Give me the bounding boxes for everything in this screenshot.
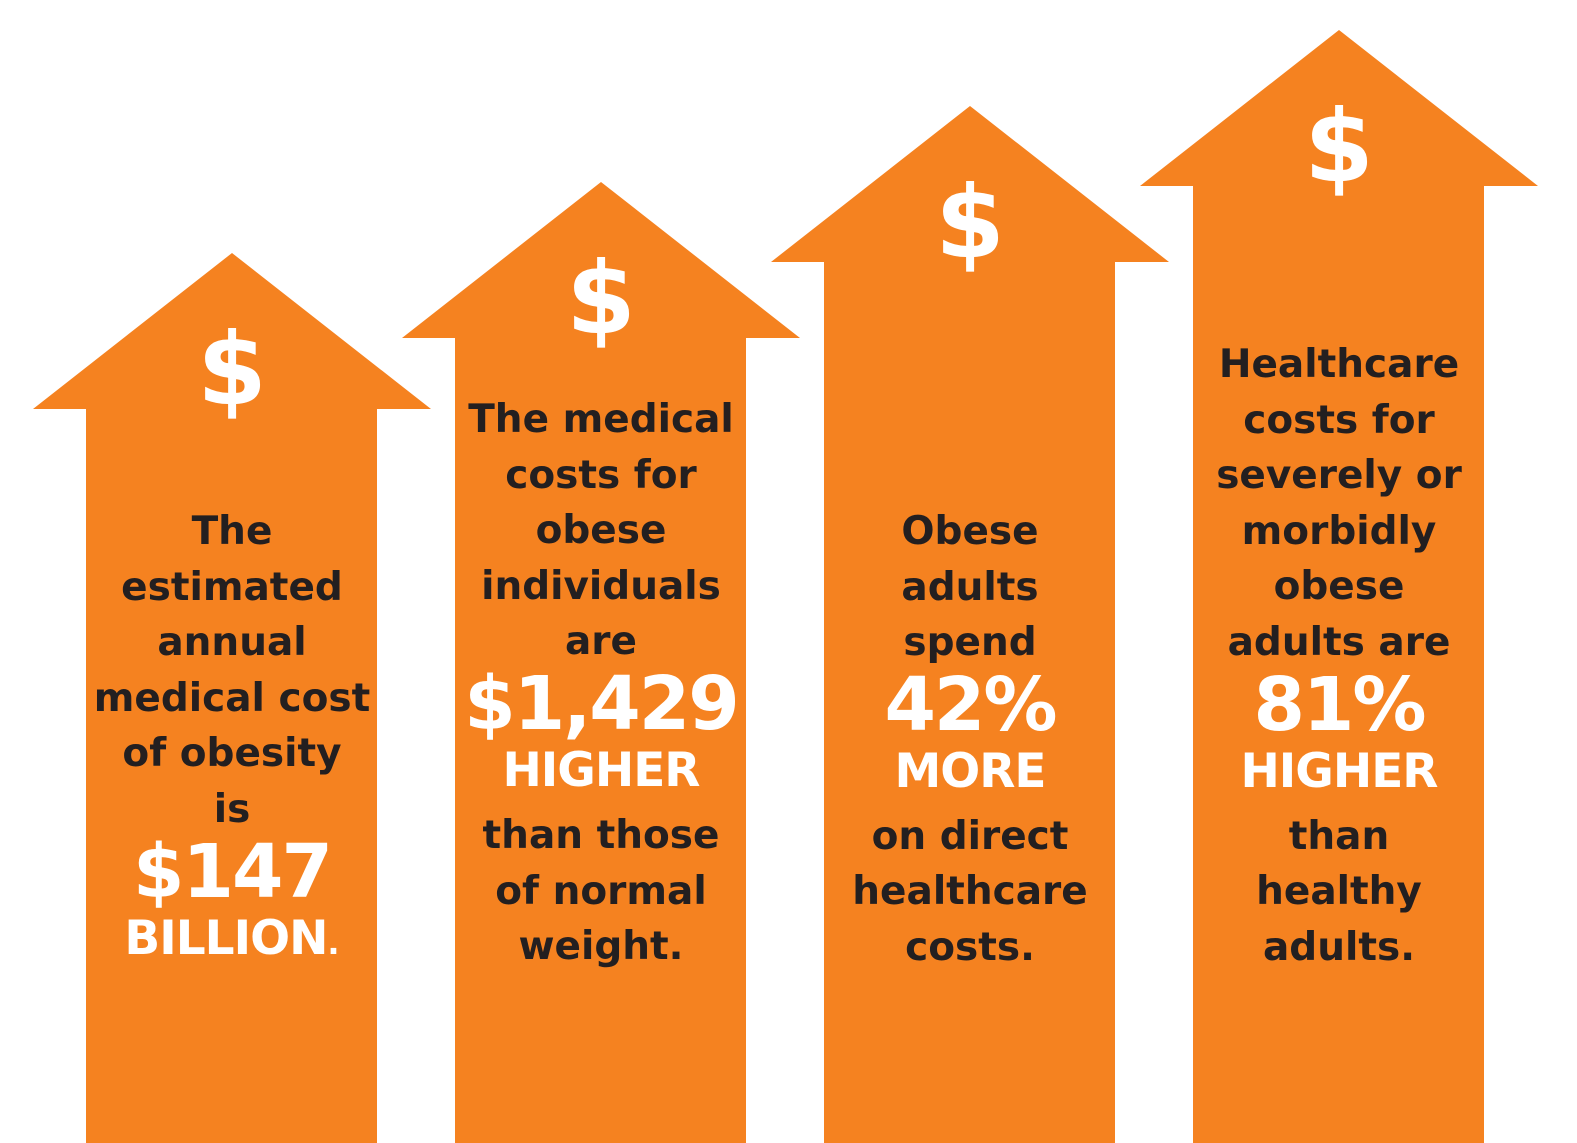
arrow-shape [33, 253, 431, 1143]
text-line: weight. [518, 924, 684, 970]
text-line: The medical [468, 397, 734, 442]
cost-arrow-4: $ Healthcare costs for severely or morbi… [1140, 30, 1538, 1143]
cost-arrow-2: $ The medical costs for obese individual… [402, 182, 800, 1143]
text-line: spend [903, 620, 1037, 666]
text-line: healthcare [852, 869, 1088, 915]
text-line: adults. [1262, 924, 1416, 970]
emphasis-text: HIGHER [1240, 743, 1438, 799]
figure-value: $1,429 [464, 660, 740, 747]
figure-value: $147 [133, 828, 333, 915]
dollar-icon: $ [935, 164, 1005, 281]
text-line: Healthcare [1218, 342, 1460, 387]
dollar-icon: $ [197, 311, 267, 428]
emphasis-text: HIGHER [502, 742, 700, 798]
text-line: adults are [1227, 619, 1451, 665]
emphasis-text: MORE [894, 743, 1046, 799]
text-line: are [564, 619, 637, 665]
arrow-shape [771, 106, 1169, 1143]
text-line: individuals [481, 563, 721, 609]
emphasis-word: HIGHER [1140, 739, 1538, 809]
figure-value: 42% [884, 661, 1057, 748]
emphasis-word: MORE [771, 739, 1169, 809]
emphasis-word: HIGHER [402, 738, 800, 808]
text-line: severely or [1216, 453, 1462, 499]
cost-arrow-1: $ The estimated annual medical cost of o… [33, 253, 431, 1143]
text-line: healthy [1256, 869, 1422, 915]
cost-arrow-3: $ Obese adults spend 42% MORE on direct … [771, 106, 1169, 1143]
text-line: on direct [871, 813, 1069, 859]
arrow-shape [402, 182, 800, 1143]
text-line: estimated [121, 564, 343, 610]
text-line: of normal [495, 868, 707, 914]
text-line: Obese [901, 509, 1039, 554]
text-line: morbidly [1241, 508, 1437, 554]
text-line: The [191, 509, 273, 554]
emphasis-word: BILLION. [33, 906, 431, 976]
text-line: costs for [1243, 397, 1435, 443]
dollar-icon: $ [1304, 88, 1374, 205]
emphasis-suffix: . [327, 923, 340, 962]
text-line: costs for [505, 452, 697, 498]
text-line: is [213, 786, 251, 832]
text-line: annual [157, 620, 307, 666]
figure-value: 81% [1253, 661, 1426, 748]
text-line: medical cost [93, 675, 371, 721]
text-line: of obesity [122, 731, 342, 777]
arrow-shape [1140, 30, 1538, 1143]
text-line: obese [535, 508, 667, 554]
dollar-icon: $ [566, 240, 636, 357]
arrow-text: The estimated annual medical cost of obe… [33, 504, 431, 976]
text-line: costs. [905, 924, 1035, 970]
text-line: than [1288, 813, 1390, 859]
text-line: obese [1273, 564, 1405, 610]
arrow-text: Healthcare costs for severely or morbidl… [1140, 337, 1538, 975]
arrow-text: The medical costs for obese individuals … [402, 392, 800, 975]
text-line: than those [482, 812, 720, 858]
emphasis-text: BILLION [124, 910, 328, 966]
text-line: adults [901, 564, 1039, 610]
arrow-text: Obese adults spend 42% MORE on direct he… [771, 504, 1169, 976]
